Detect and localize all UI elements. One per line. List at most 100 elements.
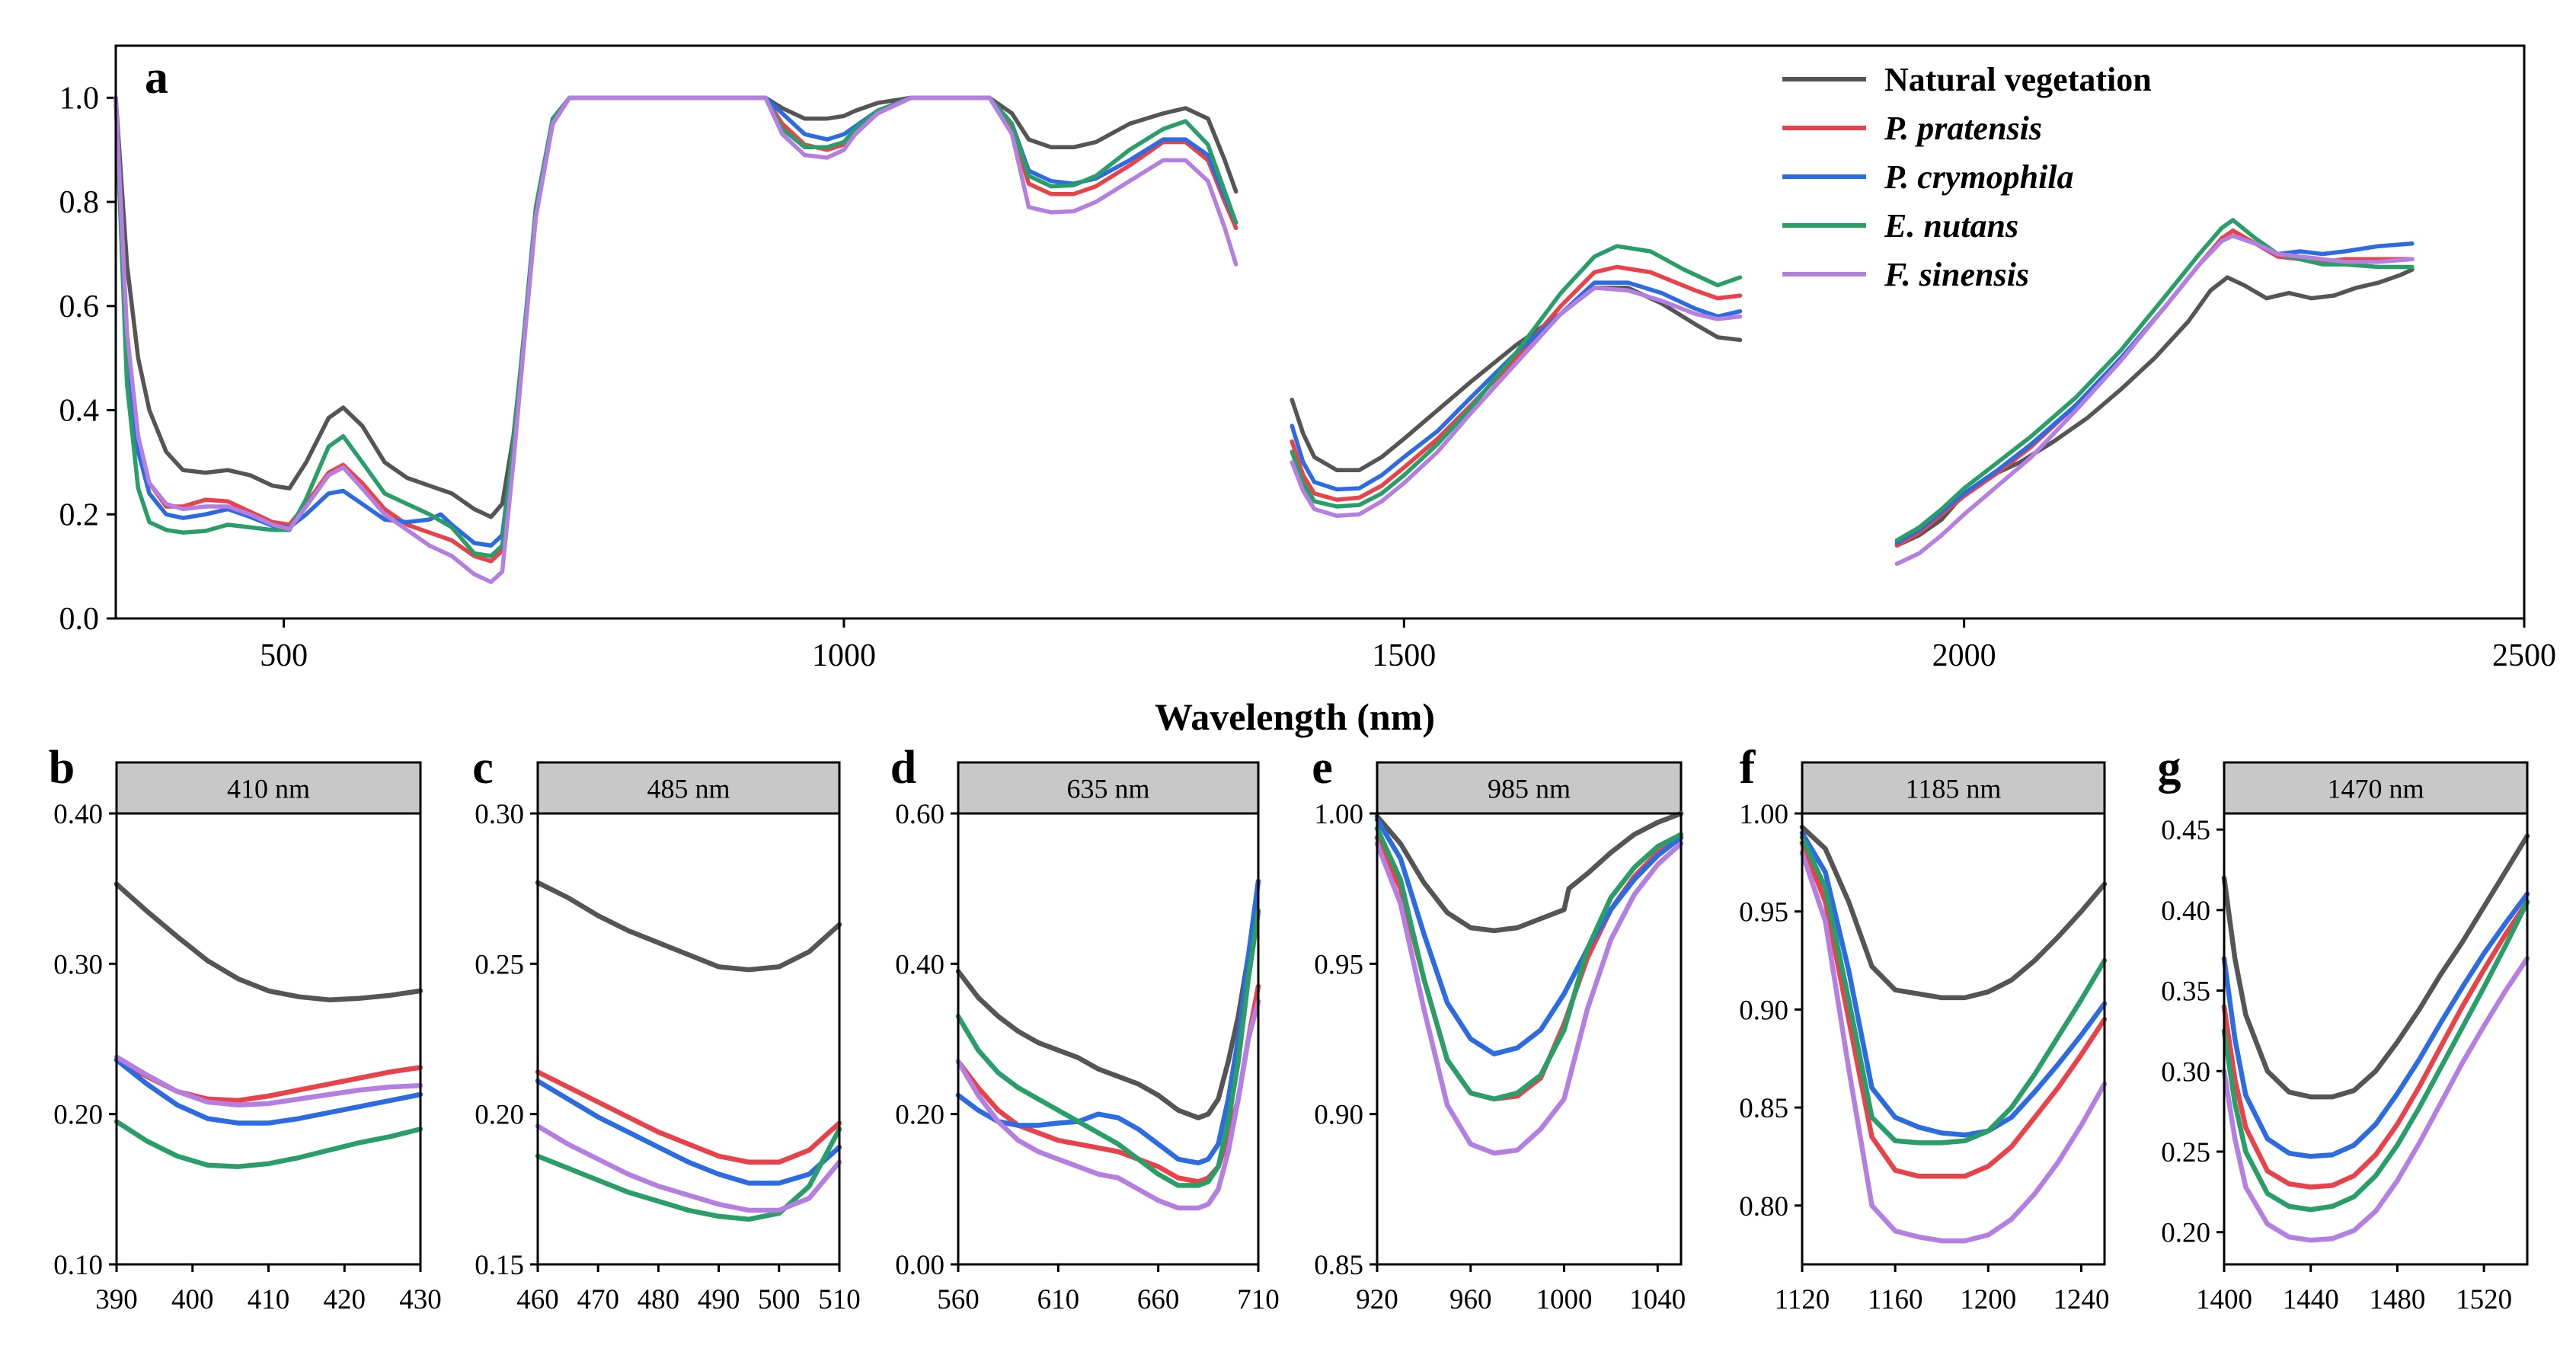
series-line-p-pratensis <box>2221 900 2530 1190</box>
x-tick-label: 460 <box>516 1284 559 1315</box>
legend-label: Natural vegetation <box>1884 61 2152 98</box>
series-line-p-crymophila-segment-2 <box>1290 280 1743 492</box>
x-tick-label: 560 <box>937 1284 980 1315</box>
series-line-f-sinensis-segment-3 <box>1894 233 2415 566</box>
y-tick-label: 0.45 <box>2161 815 2210 846</box>
y-tick-label: 0.10 <box>53 1250 103 1281</box>
x-tick-label: 1400 <box>2196 1284 2252 1315</box>
series-line-p-pratensis <box>1799 840 2108 1179</box>
series-line-f-sinensis <box>113 1054 423 1108</box>
panel-label: c <box>472 742 494 794</box>
series-line-e-nutans-segment-2 <box>1290 244 1743 509</box>
x-tick-label: 1500 <box>1372 638 1436 673</box>
y-tick-label: 0.25 <box>2161 1137 2210 1168</box>
plot-frame <box>1376 812 1683 1266</box>
series-line-natural-vegetation-segment-2 <box>1290 286 1743 472</box>
series-line-f-sinensis <box>2221 956 2530 1243</box>
panel-g: 1470 nm g 0.20 0.25 0.30 0.35 0.40 0.45 1400 1440… <box>2158 742 2530 1315</box>
y-tick-label: 1.00 <box>1739 799 1788 830</box>
series-line-natural-vegetation <box>2221 833 2530 1100</box>
y-tick-label: 0.25 <box>475 949 524 980</box>
x-tick-label: 1120 <box>1775 1284 1830 1315</box>
y-tick-label: 0.95 <box>1314 949 1363 980</box>
x-tick-label: 420 <box>324 1284 366 1315</box>
plot-frame <box>1801 812 2106 1266</box>
y-tick-label: 0.40 <box>2161 896 2210 927</box>
y-tick-label: 0.30 <box>2161 1056 2210 1088</box>
x-tick-label: 490 <box>698 1284 740 1315</box>
y-tick-label: 0.30 <box>475 799 524 830</box>
x-tick-label: 500 <box>260 638 308 673</box>
y-tick-label: 0.90 <box>1314 1100 1363 1131</box>
legend-item-p-pratensis: P. pratensis <box>1782 110 2042 147</box>
y-tick-label: 0.20 <box>895 1100 944 1131</box>
y-tick-label: 0.30 <box>53 949 103 980</box>
series-line-f-sinensis <box>1374 841 1684 1156</box>
y-tick-label: 0.60 <box>895 799 944 830</box>
y-tick-label: 0.40 <box>53 799 103 830</box>
strip-header <box>1801 761 2106 815</box>
y-tick-label: 0.20 <box>475 1100 524 1131</box>
plot-frame <box>536 812 841 1266</box>
y-tick-label: 0.8 <box>59 185 100 220</box>
series-line-e-nutans <box>1374 826 1684 1102</box>
panel-label: f <box>1740 742 1756 794</box>
series-line-p-crymophila <box>2221 891 2530 1159</box>
legend-label: F. sinensis <box>1884 256 2029 293</box>
series-line-e-nutans <box>955 909 1261 1188</box>
y-tick-label: 0.00 <box>895 1250 944 1281</box>
strip-header <box>1376 761 1683 815</box>
x-tick-label: 470 <box>577 1284 619 1315</box>
legend-label: P. pratensis <box>1884 110 2042 147</box>
panel-c: 485 nm c 0.15 0.20 0.25 0.30 460 470 480 490 500 51… <box>472 742 861 1315</box>
strip-header <box>957 761 1260 815</box>
legend-label: P. crymophila <box>1884 158 2074 196</box>
x-axis-title: Wavelength (nm) <box>1155 695 1435 738</box>
series-line-p-crymophila <box>113 1057 423 1126</box>
series-line-p-crymophila <box>535 1079 842 1186</box>
legend-item-f-sinensis: F. sinensis <box>1782 256 2029 293</box>
y-tick-label: 1.00 <box>1314 799 1363 830</box>
series-line-p-crymophila <box>955 878 1261 1166</box>
strip-label: 1470 nm <box>2327 774 2424 804</box>
plot-frame <box>2223 812 2529 1266</box>
x-tick-label: 2500 <box>2492 638 2556 673</box>
strip-label: 410 nm <box>227 774 310 804</box>
strip-header <box>2223 761 2529 815</box>
panel-label: g <box>2158 742 2181 794</box>
series-line-e-nutans-segment-3 <box>1894 218 2415 543</box>
panel-label: e <box>1312 742 1333 794</box>
x-tick-label: 1160 <box>1868 1284 1923 1315</box>
series-line-natural-vegetation <box>955 909 1261 1120</box>
panel-f: 1185 nm f 0.80 0.85 0.90 0.95 1.00 1120 1160 1200… <box>1739 742 2109 1315</box>
x-tick-label: 1200 <box>1960 1284 2016 1315</box>
y-tick-label: 0.15 <box>475 1250 524 1281</box>
panel-label: b <box>49 742 75 794</box>
series-line-p-crymophila <box>1799 830 2108 1138</box>
series-line-e-nutans <box>1799 834 2108 1146</box>
x-tick-label: 1440 <box>2283 1284 2339 1315</box>
y-tick-label: 0.20 <box>2161 1218 2210 1249</box>
plot-frame <box>114 44 2526 620</box>
series-line-natural-vegetation <box>1374 810 1684 934</box>
y-tick-label: 0.95 <box>1739 897 1788 928</box>
series-line-natural-vegetation <box>113 881 423 1002</box>
y-tick-label: 0.90 <box>1739 995 1788 1026</box>
legend-label: E. nutans <box>1884 207 2018 244</box>
panel-label: a <box>145 52 168 104</box>
x-tick-label: 480 <box>638 1284 680 1315</box>
x-tick-label: 1520 <box>2456 1284 2512 1315</box>
series-line-f-sinensis <box>535 1123 842 1213</box>
y-tick-label: 0.40 <box>895 949 944 980</box>
series-line-natural-vegetation <box>1799 824 2108 1001</box>
x-tick-label: 610 <box>1037 1284 1080 1315</box>
series-line-p-crymophila <box>1374 817 1684 1056</box>
x-tick-label: 1240 <box>2053 1284 2109 1315</box>
x-tick-label: 920 <box>1356 1284 1398 1315</box>
y-tick-label: 0.80 <box>1739 1191 1788 1222</box>
y-tick-label: 0.20 <box>53 1100 103 1131</box>
x-tick-label: 1000 <box>1536 1284 1593 1315</box>
strip-label: 985 nm <box>1488 774 1571 804</box>
